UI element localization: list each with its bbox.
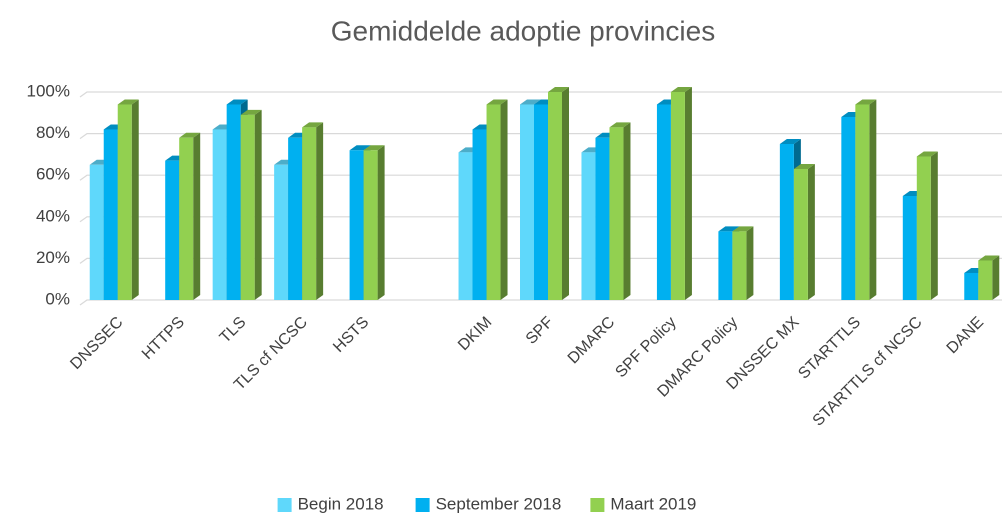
bar-side (807, 163, 815, 300)
bar-top (179, 132, 201, 138)
bar-side (746, 226, 754, 300)
grid-line (79, 91, 1002, 98)
bar (534, 104, 548, 300)
y-tick-label: 40% (36, 206, 70, 225)
x-tick-label: STARTTLS cf NCSC (810, 314, 926, 430)
bar (595, 137, 610, 300)
bar (226, 104, 241, 300)
bar-top (117, 99, 139, 105)
grid-line (79, 133, 1002, 140)
bar (288, 137, 303, 300)
bar (472, 129, 487, 300)
bar-side (684, 87, 692, 300)
x-tick-label: SPF (523, 314, 557, 348)
x-tick-label: HSTS (330, 314, 372, 356)
bar-top (855, 99, 877, 105)
bar (103, 129, 118, 300)
x-tick-label: DNSSEC (67, 314, 126, 373)
bar (793, 168, 808, 300)
bar-side (131, 99, 139, 300)
bar (718, 231, 733, 300)
y-tick-label: 0% (45, 289, 70, 308)
bar (978, 260, 993, 300)
y-tick-label: 60% (36, 165, 70, 184)
bar-top (779, 139, 801, 144)
grid-line (79, 216, 1002, 223)
bar (855, 104, 870, 300)
bar (240, 114, 255, 300)
bar (302, 127, 317, 300)
bar (363, 150, 378, 300)
bar-side (254, 109, 262, 300)
bar-top (548, 87, 569, 92)
bar (458, 152, 473, 300)
bar-side (316, 122, 324, 300)
bar (964, 272, 979, 300)
bar (486, 104, 501, 300)
bar-side (562, 87, 569, 300)
bar-side (500, 99, 508, 300)
bar (165, 160, 180, 300)
bar-top (363, 145, 385, 151)
bar-top (978, 255, 1000, 261)
bar (609, 127, 624, 300)
bar (274, 164, 289, 300)
bar-top (302, 122, 324, 128)
bar (916, 156, 931, 300)
bar-top (226, 99, 248, 105)
bar-top (732, 226, 754, 232)
bar (117, 104, 132, 300)
bar (548, 92, 562, 300)
bar-side (869, 99, 877, 300)
bar (902, 196, 917, 300)
x-tick-label: SPF Policy (612, 314, 679, 381)
y-tick-label: 20% (36, 248, 70, 267)
bar (349, 150, 364, 300)
legend-swatch (590, 498, 605, 512)
bar-top (240, 109, 262, 115)
bar (212, 129, 227, 300)
grid-line (79, 299, 1002, 306)
legend-label: September 2018 (436, 494, 562, 513)
bar (670, 92, 685, 300)
legend-swatch (415, 498, 430, 512)
bar (841, 116, 856, 301)
x-tick-label: DKIM (455, 314, 495, 354)
x-tick-label: HTTPS (139, 314, 188, 363)
grid-line (79, 257, 1002, 264)
bar-top (793, 163, 815, 169)
y-tick-label: 100% (27, 81, 70, 100)
bar (779, 144, 794, 300)
bar-top (670, 87, 692, 92)
grid-line (79, 174, 1002, 181)
bar-side (930, 151, 938, 300)
x-tick-label: DANE (944, 314, 987, 357)
bar (179, 137, 194, 300)
bar-top (486, 99, 508, 105)
x-tick-label: TLS (217, 314, 250, 347)
bar (732, 231, 747, 300)
x-tick-label: DMARC (565, 314, 619, 368)
bar-side (623, 122, 631, 300)
legend-swatch (277, 498, 292, 512)
bar (581, 152, 596, 300)
bar-side (377, 145, 385, 300)
bar (656, 104, 671, 300)
legend-label: Maart 2019 (610, 494, 696, 513)
chart-title: Gemiddelde adoptie provincies (331, 15, 715, 46)
bar-top (609, 122, 631, 128)
bar-top (916, 151, 938, 157)
bar-side (193, 132, 201, 300)
y-tick-label: 80% (36, 123, 70, 142)
bar (89, 164, 104, 300)
bar-side (992, 255, 1000, 300)
legend-label: Begin 2018 (298, 494, 384, 513)
bar (520, 104, 534, 300)
